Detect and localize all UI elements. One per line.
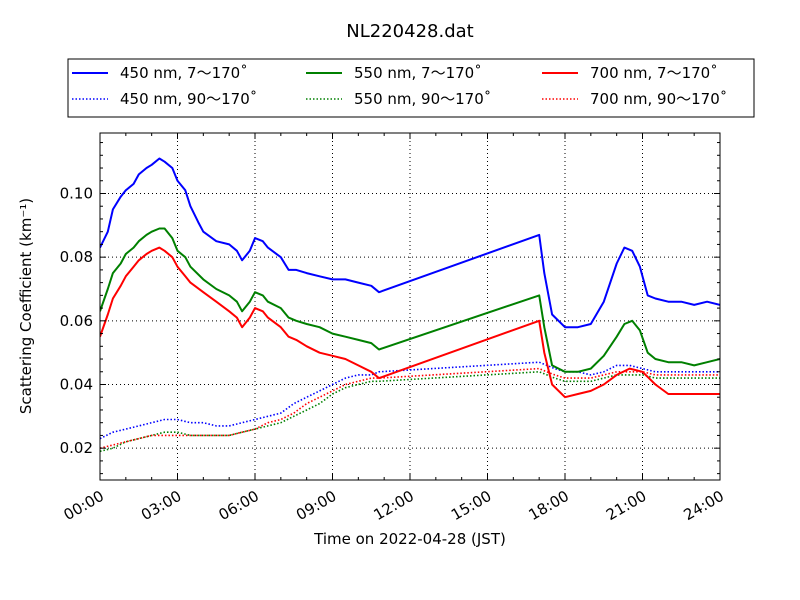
legend-label: 700 nm, 7～170˚ <box>590 64 718 82</box>
series-layer <box>100 157 720 453</box>
ticks <box>99 133 721 480</box>
y-axis-label: Scattering Coefficient (km⁻¹) <box>17 198 35 414</box>
legend-label: 550 nm, 90～170˚ <box>354 90 491 108</box>
y-tick-label: 0.02 <box>60 439 93 457</box>
y-tick-label: 0.08 <box>60 248 93 266</box>
grid <box>100 133 720 480</box>
y-tick-label: 0.10 <box>60 184 93 202</box>
series-line <box>100 246 720 399</box>
series-line <box>100 361 720 440</box>
legend-label: 450 nm, 90～170˚ <box>120 90 257 108</box>
legend-label: 700 nm, 90～170˚ <box>590 90 727 108</box>
legend: 450 nm, 7～170˚ 450 nm, 90～170˚ 550 nm, 7～1… <box>67 58 755 118</box>
series-line <box>100 370 720 453</box>
y-tick-label: 0.06 <box>60 312 93 330</box>
series-line <box>100 157 720 329</box>
plot-area <box>99 132 721 481</box>
series-line <box>100 227 720 373</box>
legend-frame <box>67 58 755 118</box>
x-axis-label: Time on 2022-04-28 (JST) <box>313 530 506 548</box>
y-tick-label: 0.04 <box>60 375 93 393</box>
legend-label: 450 nm, 7～170˚ <box>120 64 248 82</box>
legend-label: 550 nm, 7～170˚ <box>354 64 482 82</box>
chart-title: NL220428.dat <box>346 21 473 42</box>
